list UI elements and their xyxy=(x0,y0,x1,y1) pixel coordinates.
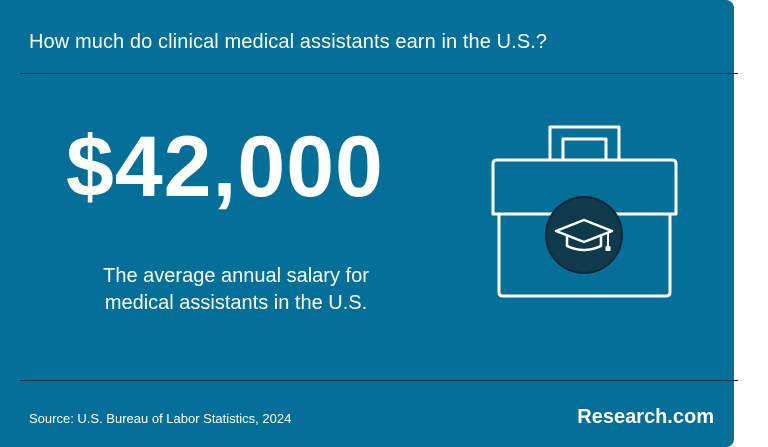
caption-line-1: The average annual salary for xyxy=(103,265,369,287)
salary-caption: The average annual salary for medical as… xyxy=(60,263,412,317)
briefcase-graduation-cap-icon xyxy=(491,125,678,298)
footer-divider xyxy=(20,380,738,381)
caption-line-2: medical assistants in the U.S. xyxy=(104,292,368,314)
source-text: Source: U.S. Bureau of Labor Statistics,… xyxy=(29,411,292,426)
infographic-card: How much do clinical medical assistants … xyxy=(0,0,738,447)
page-title: How much do clinical medical assistants … xyxy=(29,31,548,53)
salary-value: $42,000 xyxy=(66,119,384,215)
brand-logo: Research.com xyxy=(577,406,714,428)
header-divider xyxy=(20,73,738,74)
